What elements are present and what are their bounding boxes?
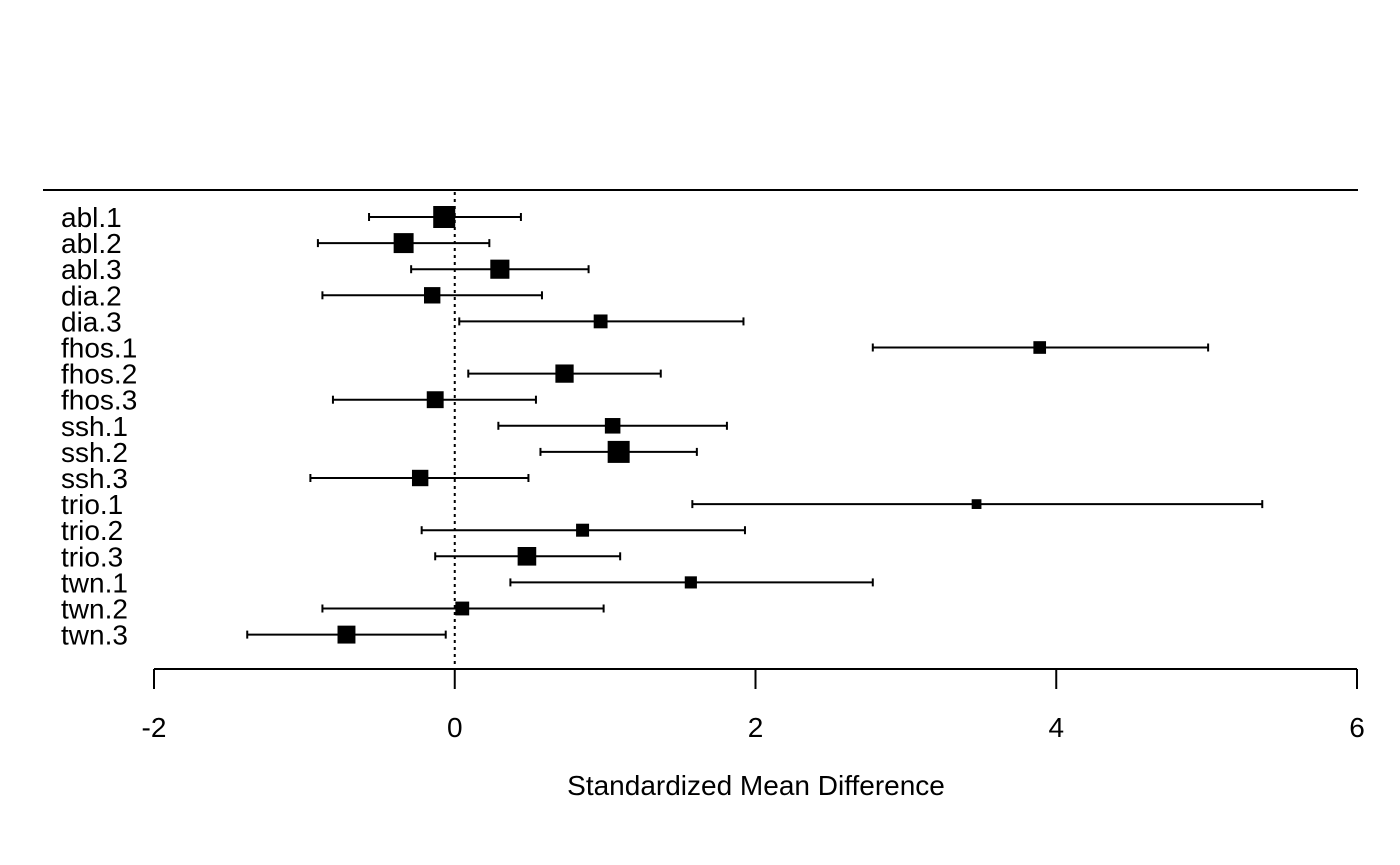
point-estimates — [337, 206, 1047, 644]
point-estimate — [555, 364, 574, 383]
study-label: twn.1 — [61, 567, 128, 598]
confidence-intervals — [246, 213, 1264, 639]
point-estimate — [1033, 341, 1047, 354]
study-label: fhos.3 — [61, 385, 137, 416]
point-estimate — [337, 625, 356, 644]
x-axis: -2 0 2 4 6 — [142, 668, 1365, 743]
study-label: trio.2 — [61, 515, 123, 546]
x-tick-label: 4 — [1048, 712, 1064, 743]
study-label: ssh.1 — [61, 411, 128, 442]
point-estimate — [426, 391, 444, 409]
x-tick-label: 6 — [1349, 712, 1365, 743]
point-estimate — [576, 523, 590, 537]
point-estimate — [455, 601, 470, 616]
point-estimate — [593, 314, 608, 329]
study-label: ssh.2 — [61, 437, 128, 468]
x-tick-label: -2 — [142, 712, 167, 743]
study-labels: abl.1abl.2abl.3dia.2dia.3fhos.1fhos.2fho… — [61, 202, 137, 651]
point-estimate — [411, 469, 429, 487]
study-label: abl.1 — [61, 202, 122, 233]
point-estimate — [684, 576, 697, 589]
x-axis-title: Standardized Mean Difference — [567, 770, 945, 801]
point-estimate — [490, 259, 510, 279]
point-estimate — [433, 206, 456, 228]
study-label: twn.3 — [61, 620, 128, 651]
point-estimate — [604, 418, 621, 434]
point-estimate — [607, 440, 630, 463]
study-label: dia.2 — [61, 280, 122, 311]
study-label: ssh.3 — [61, 463, 128, 494]
study-label: fhos.2 — [61, 359, 137, 390]
study-label: fhos.1 — [61, 333, 137, 364]
study-label: trio.3 — [61, 541, 123, 572]
point-estimate — [423, 287, 441, 304]
x-tick-label: 0 — [447, 712, 463, 743]
point-estimate — [971, 499, 982, 509]
study-label: dia.3 — [61, 306, 122, 337]
x-tick-label: 2 — [748, 712, 764, 743]
point-estimate — [393, 233, 414, 254]
point-estimate — [517, 547, 537, 566]
study-label: abl.2 — [61, 228, 122, 259]
study-label: abl.3 — [61, 254, 122, 285]
study-label: twn.2 — [61, 594, 128, 625]
study-label: trio.1 — [61, 489, 123, 520]
